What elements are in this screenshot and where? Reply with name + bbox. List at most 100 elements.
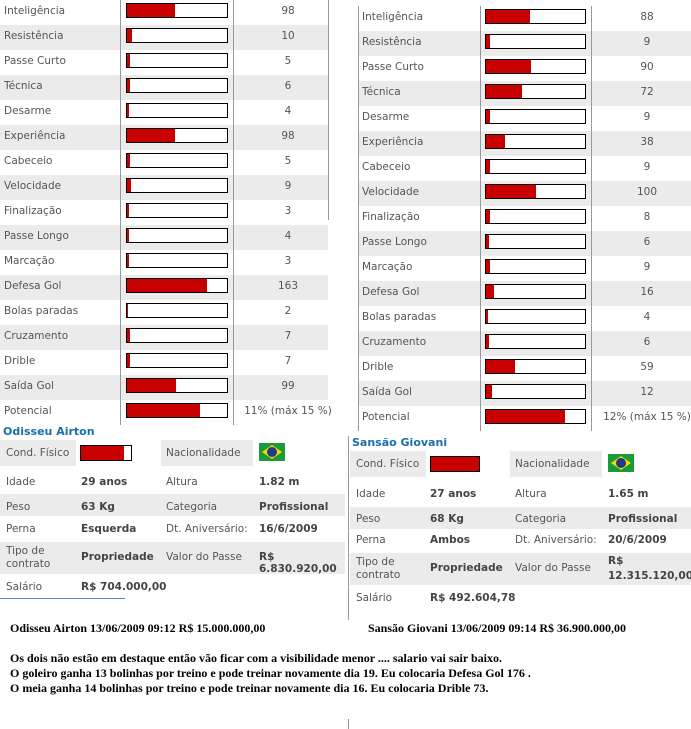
tipo-contrato-value: Propriedade (430, 562, 503, 574)
stat-bar-fill (127, 4, 175, 17)
right-player-name[interactable]: Sansão Giovani (352, 436, 448, 449)
categoria-value: Profissional (608, 513, 678, 525)
stat-value: 6 (643, 336, 651, 348)
aniversario-value: 20/6/2009 (608, 534, 667, 546)
aniversario-value: 16/6/2009 (259, 523, 318, 535)
altura-value: 1.82 m (259, 476, 300, 488)
tipo-contrato-value: Propriedade (81, 551, 154, 563)
valor-passe-value-line1: R$ (608, 555, 624, 567)
stat-bar-fill (486, 85, 522, 98)
stat-value: 9 (643, 36, 651, 48)
altura-value: 1.65 m (608, 488, 649, 500)
stat-row: Defesa Gol 16 (358, 281, 691, 306)
stat-bar-fill (127, 79, 130, 92)
stat-row: Desarme 9 (358, 106, 691, 131)
stat-label: Drible (362, 361, 394, 373)
stat-bar-fill (127, 54, 130, 67)
stat-value: 88 (640, 11, 654, 23)
stat-label: Saída Gol (4, 380, 54, 392)
right-panel-edge (358, 6, 359, 431)
stat-bar (485, 9, 586, 24)
stat-bar (485, 234, 586, 249)
nacionalidade-label: Nacionalidade (166, 447, 241, 459)
right-player-stats: Inteligência 88 Resistência 9 Passe Curto 90 T… (358, 6, 691, 431)
stat-row: Finalização 3 (0, 200, 328, 225)
stat-value: 38 (640, 136, 654, 148)
stat-row: Cabeceio 9 (358, 156, 691, 181)
stat-bar (485, 59, 586, 74)
stat-row: Finalização 8 (358, 206, 691, 231)
stat-bar (126, 403, 228, 418)
cond-fisico-label: Cond. Físico (356, 458, 420, 470)
stat-label: Cruzamento (362, 336, 427, 348)
stat-bar-fill (127, 104, 129, 117)
stat-row: Passe Curto 5 (0, 50, 328, 75)
valor-passe-value: R$ 6.830.920,00 (259, 551, 337, 575)
stat-value: 7 (284, 355, 292, 367)
perna-label: Perna (6, 523, 36, 535)
stat-bar-fill (486, 60, 531, 73)
cond-fisico-label: Cond. Físico (6, 447, 70, 459)
stat-row: Passe Longo 6 (358, 231, 691, 256)
stat-row: Técnica 72 (358, 81, 691, 106)
tipo-contrato-label: Tipo de contrato (6, 545, 51, 570)
stat-label: Bolas paradas (362, 311, 437, 323)
stat-label: Inteligência (4, 5, 66, 17)
stat-value: 5 (284, 55, 292, 67)
right-divider-2 (591, 6, 592, 431)
stat-row: Drible 7 (0, 350, 328, 375)
idade-value: 27 anos (430, 488, 477, 500)
stat-value: 8 (643, 211, 651, 223)
stat-bar (485, 259, 586, 274)
stat-bar-fill (127, 279, 207, 292)
stat-label: Desarme (362, 111, 410, 123)
stat-value: 9 (643, 261, 651, 273)
stat-value: 12 (640, 386, 654, 398)
stat-bar-fill (127, 304, 128, 317)
stat-label: Defesa Gol (362, 286, 420, 298)
stat-bar-fill (127, 254, 129, 267)
stat-label: Resistência (362, 36, 422, 48)
categoria-label: Categoria (166, 501, 218, 513)
valor-passe-label: Valor do Passe (515, 562, 591, 574)
right-player-info: Cond. Físico Nacionalidade Idade 27 anos… (350, 451, 691, 611)
stat-bar (126, 278, 228, 293)
stat-bar-fill (486, 360, 515, 373)
stat-row: Desarme 4 (0, 100, 328, 125)
stat-row: Saída Gol 99 (0, 375, 328, 400)
stat-bar (485, 359, 586, 374)
stat-bar-fill (127, 204, 129, 217)
stat-label: Passe Curto (4, 55, 66, 67)
stat-bar-fill (127, 129, 175, 142)
stat-bar (126, 53, 228, 68)
stat-bar (485, 284, 586, 299)
left-player-name[interactable]: Odisseu Airton (3, 425, 95, 438)
stat-label: Passe Longo (4, 230, 69, 242)
stat-label: Velocidade (4, 180, 62, 192)
altura-label: Altura (515, 488, 547, 500)
aniversario-label: Dt. Aniversário: (166, 523, 248, 535)
stat-row: Resistência 10 (0, 25, 328, 50)
stat-bar-fill (486, 285, 494, 298)
right-divider (480, 6, 481, 431)
stat-value: 98 (281, 5, 295, 17)
left-player-stats: Inteligência 98 Resistência 10 Passe Curto 5 T… (0, 0, 332, 425)
stat-row: Inteligência 88 (358, 6, 691, 31)
stat-row: Defesa Gol 163 (0, 275, 328, 300)
stat-label: Passe Curto (362, 61, 424, 73)
stat-row: Saída Gol 12 (358, 381, 691, 406)
stat-row: Bolas paradas 4 (358, 306, 691, 331)
stat-label: Bolas paradas (4, 305, 79, 317)
right-player-header-note: Sansão Giovani 13/06/2009 09:14 R$ 36.90… (368, 621, 627, 635)
stat-value: 7 (284, 330, 292, 342)
note-line-2: O goleiro ganha 13 bolinhas por treino e… (10, 666, 531, 680)
altura-label: Altura (166, 476, 198, 488)
perna-value: Ambos (430, 534, 471, 546)
stat-bar (485, 384, 586, 399)
stat-row: Velocidade 100 (358, 181, 691, 206)
stat-row: Experiência 98 (0, 125, 328, 150)
stat-value: 4 (643, 311, 651, 323)
left-player-header-note: Odisseu Airton 13/06/2009 09:12 R$ 15.00… (10, 621, 266, 635)
stat-value: 3 (284, 205, 292, 217)
stat-bar (126, 128, 228, 143)
